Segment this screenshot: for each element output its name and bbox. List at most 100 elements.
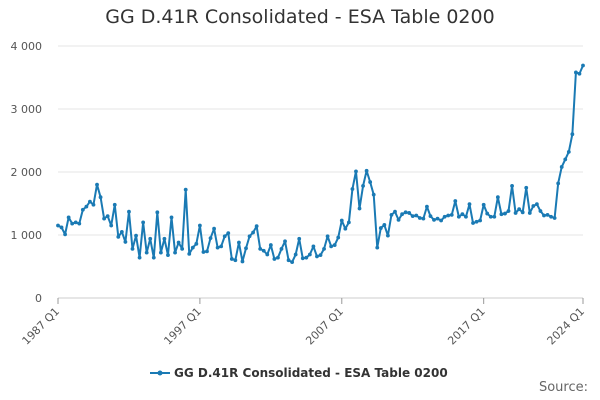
data-point[interactable] (237, 240, 241, 245)
data-point[interactable] (286, 258, 291, 263)
data-point[interactable] (222, 234, 227, 239)
data-point[interactable] (545, 212, 550, 217)
data-point[interactable] (190, 245, 195, 250)
data-point[interactable] (134, 233, 138, 238)
data-point[interactable] (144, 250, 149, 255)
data-point[interactable] (439, 218, 444, 223)
data-point[interactable] (155, 210, 160, 215)
data-point[interactable] (95, 182, 99, 187)
data-point[interactable] (357, 206, 362, 211)
data-point[interactable] (91, 202, 96, 207)
data-point[interactable] (169, 215, 174, 220)
data-point[interactable] (368, 180, 373, 184)
data-point[interactable] (414, 213, 419, 218)
data-point[interactable] (66, 215, 71, 220)
data-point[interactable] (410, 214, 415, 219)
data-point[interactable] (449, 212, 454, 217)
data-point[interactable] (180, 246, 185, 251)
data-point[interactable] (215, 245, 220, 250)
data-point[interactable] (456, 214, 461, 219)
data-point[interactable] (194, 241, 199, 246)
data-point[interactable] (339, 218, 344, 223)
data-point[interactable] (77, 221, 82, 226)
data-point[interactable] (481, 202, 486, 207)
data-point[interactable] (322, 246, 326, 251)
data-point[interactable] (137, 255, 142, 260)
data-point[interactable] (542, 213, 546, 218)
data-point[interactable] (105, 214, 110, 219)
data-point[interactable] (127, 209, 131, 214)
data-point[interactable] (56, 223, 60, 228)
data-point[interactable] (492, 214, 497, 219)
data-point[interactable] (212, 226, 216, 231)
data-point[interactable] (563, 157, 568, 162)
data-point[interactable] (166, 253, 170, 258)
data-point[interactable] (534, 202, 539, 207)
data-point[interactable] (162, 236, 167, 241)
data-point[interactable] (559, 165, 564, 169)
data-point[interactable] (158, 250, 163, 255)
data-point[interactable] (261, 248, 266, 253)
data-point[interactable] (361, 183, 365, 188)
data-point[interactable] (375, 245, 380, 250)
data-point[interactable] (400, 212, 404, 217)
data-point[interactable] (421, 216, 426, 221)
data-point[interactable] (283, 239, 287, 244)
data-point[interactable] (531, 204, 536, 208)
data-point[interactable] (102, 216, 107, 221)
data-point[interactable] (247, 234, 252, 239)
data-point[interactable] (251, 230, 256, 235)
data-point[interactable] (471, 221, 475, 225)
data-point[interactable] (552, 216, 557, 220)
data-point[interactable] (425, 204, 429, 209)
data-point[interactable] (187, 252, 192, 256)
data-point[interactable] (549, 214, 553, 219)
data-point[interactable] (556, 181, 561, 186)
data-point[interactable] (268, 243, 273, 247)
data-point[interactable] (300, 256, 305, 261)
data-point[interactable] (63, 232, 67, 237)
data-point[interactable] (364, 168, 369, 173)
data-point[interactable] (329, 244, 334, 249)
data-point[interactable] (183, 187, 188, 192)
data-point[interactable] (272, 257, 277, 261)
data-point[interactable] (506, 209, 511, 213)
data-point[interactable] (293, 252, 298, 257)
data-point[interactable] (205, 249, 209, 254)
data-point[interactable] (276, 255, 280, 260)
data-point[interactable] (80, 207, 85, 212)
data-point[interactable] (488, 214, 493, 219)
data-point[interactable] (325, 234, 330, 239)
data-point[interactable] (233, 258, 238, 263)
data-point[interactable] (258, 246, 263, 251)
data-point[interactable] (307, 252, 312, 257)
data-point[interactable] (385, 233, 390, 238)
data-point[interactable] (70, 221, 75, 226)
data-point[interactable] (304, 255, 309, 260)
data-point[interactable] (279, 246, 284, 251)
data-point[interactable] (510, 183, 514, 188)
data-point[interactable] (499, 212, 504, 217)
data-point[interactable] (524, 185, 529, 190)
data-point[interactable] (467, 202, 472, 207)
data-point[interactable] (311, 244, 316, 249)
data-point[interactable] (73, 220, 78, 225)
data-point[interactable] (460, 212, 465, 217)
data-point[interactable] (59, 225, 64, 230)
data-point[interactable] (393, 209, 397, 214)
data-point[interactable] (417, 216, 422, 220)
data-point[interactable] (123, 240, 128, 244)
data-point[interactable] (378, 226, 383, 230)
data-point[interactable] (229, 257, 234, 261)
data-point[interactable] (254, 224, 259, 229)
data-point[interactable] (336, 235, 341, 240)
data-point[interactable] (371, 192, 376, 197)
data-point[interactable] (389, 212, 394, 217)
data-point[interactable] (148, 236, 153, 241)
data-point[interactable] (116, 234, 121, 239)
data-point[interactable] (315, 254, 319, 259)
data-point[interactable] (453, 199, 458, 203)
data-point[interactable] (577, 71, 582, 76)
legend[interactable]: GG D.41R Consolidated - ESA Table 0200 (150, 366, 448, 380)
data-point[interactable] (407, 211, 412, 215)
